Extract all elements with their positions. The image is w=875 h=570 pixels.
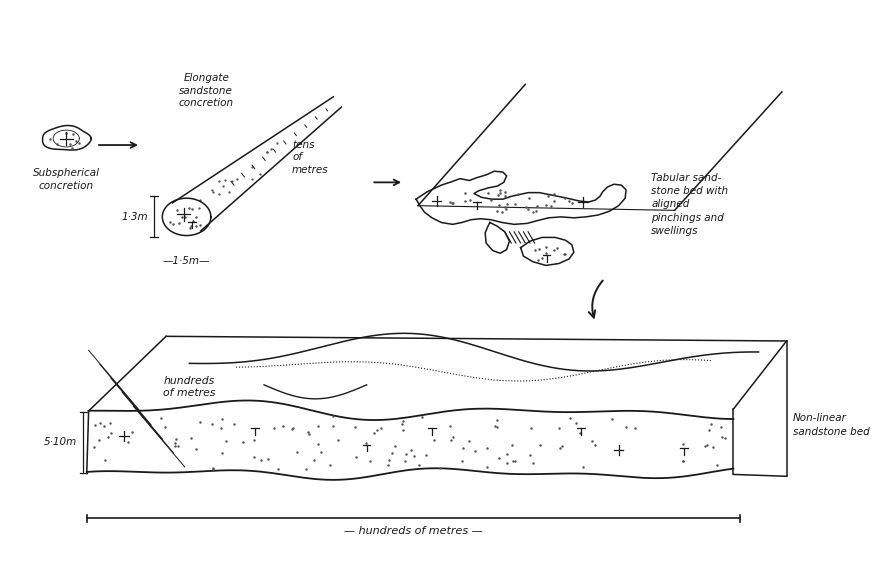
- Text: 1·3m: 1·3m: [122, 212, 149, 222]
- Text: —1·5m—: —1·5m—: [163, 256, 210, 266]
- Text: Non-linear
sandstone bed: Non-linear sandstone bed: [793, 413, 870, 437]
- Text: Elongate
sandstone
concretion: Elongate sandstone concretion: [178, 73, 234, 108]
- Text: Subspherical
concretion: Subspherical concretion: [32, 168, 100, 191]
- Text: tens
of
metres: tens of metres: [292, 140, 329, 174]
- Text: Tabular sand-
stone bed with
aligned
pinchings and
swellings: Tabular sand- stone bed with aligned pin…: [651, 173, 728, 236]
- Text: 5·10m: 5·10m: [44, 437, 77, 447]
- Text: hundreds
of metres: hundreds of metres: [164, 376, 216, 398]
- Text: — hundreds of metres —: — hundreds of metres —: [344, 526, 483, 536]
